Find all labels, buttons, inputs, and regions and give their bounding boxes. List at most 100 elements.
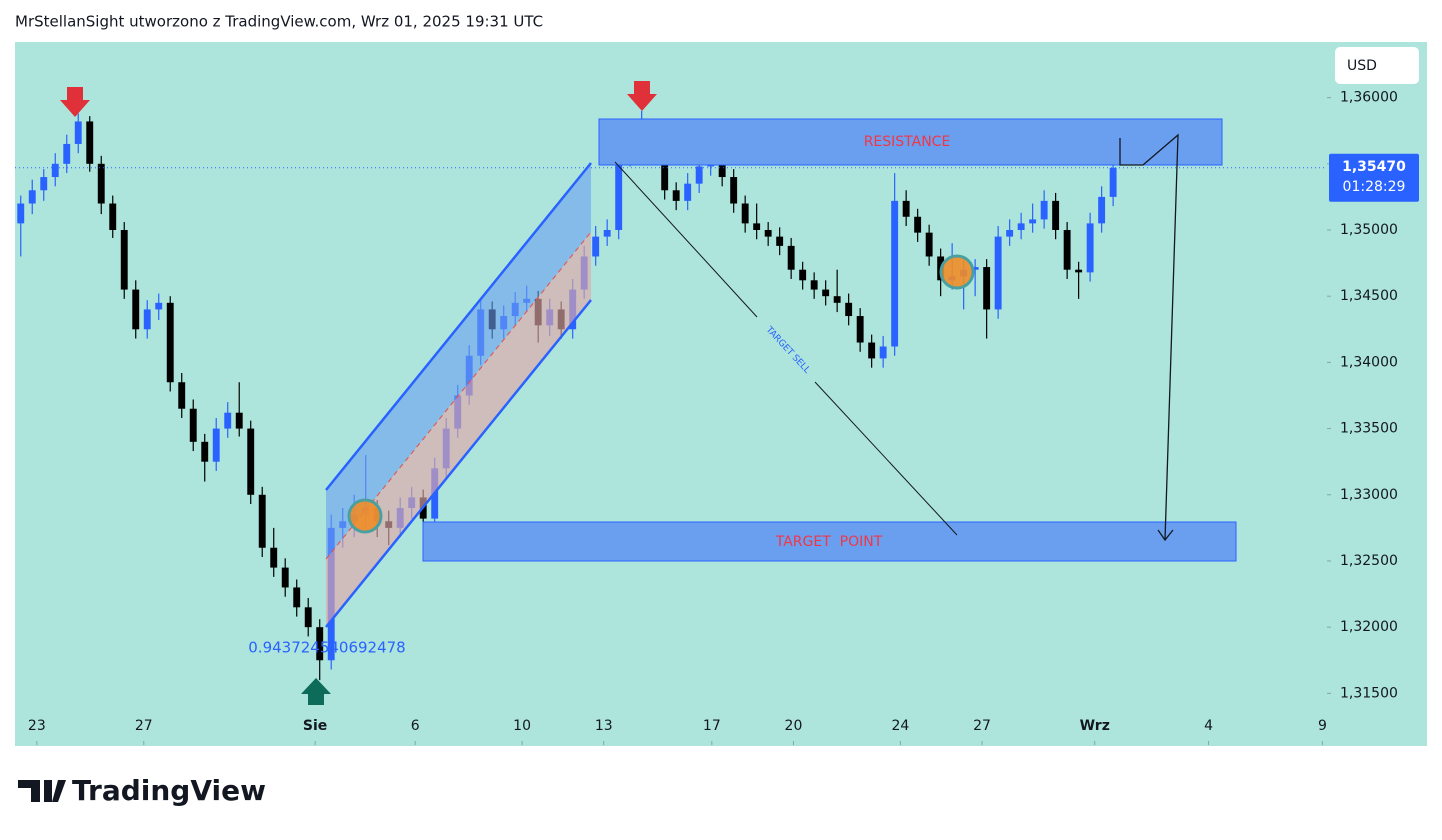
candle-body <box>1086 223 1094 273</box>
logo-text: TradingView <box>72 774 266 807</box>
channel-lower <box>326 232 591 627</box>
channel-upper <box>326 163 591 559</box>
target-zone <box>422 521 1237 562</box>
countdown: 01:28:29 <box>1343 179 1406 195</box>
x-tick-label: 4 <box>1204 718 1213 734</box>
candle-body <box>684 183 692 201</box>
candle-body <box>718 161 726 178</box>
candle-body <box>983 267 991 310</box>
candle-body <box>603 229 611 237</box>
resistance-label: RESISTANCE <box>864 134 951 150</box>
up-arrow <box>301 678 331 705</box>
projection-path <box>1119 133 1179 541</box>
candle-body <box>293 587 301 608</box>
currency-box <box>1335 47 1419 84</box>
candle-body <box>799 269 807 281</box>
x-tick-label: 10 <box>513 718 531 734</box>
x-tick-label: 27 <box>973 718 991 734</box>
marker-circle <box>939 254 975 290</box>
ratio-label: 0.943724540692478 <box>248 639 405 657</box>
candle-body <box>316 627 324 661</box>
candle-body <box>74 121 82 144</box>
candle-body <box>109 203 117 230</box>
candle-body <box>270 547 278 568</box>
candle-body <box>1109 167 1117 197</box>
candle-body <box>856 316 864 343</box>
candle-body <box>695 166 703 184</box>
channel-mid <box>325 231 592 560</box>
target-label: TARGET POINT <box>775 534 883 550</box>
candle-body <box>661 150 669 191</box>
candle-body <box>810 280 818 290</box>
x-tick-label: 23 <box>28 718 46 734</box>
candle-body <box>28 190 36 204</box>
candle-body <box>764 229 772 237</box>
candle-body <box>258 494 266 548</box>
candle-body <box>281 567 289 588</box>
candle-body <box>730 177 738 204</box>
candle-body <box>914 216 922 233</box>
candle-body <box>741 203 749 224</box>
candle-body <box>97 163 105 204</box>
candle-body <box>120 229 128 290</box>
candle-body <box>1040 200 1048 220</box>
last-price-box <box>1329 153 1419 202</box>
candle-body <box>1017 223 1025 230</box>
candle-body <box>1006 229 1014 237</box>
y-tick-label: 1,32000 <box>1340 619 1398 635</box>
candle-body <box>235 412 243 429</box>
marker-circle <box>347 498 383 534</box>
candle-body <box>212 428 220 462</box>
channel-line <box>325 299 592 628</box>
candle-body <box>1098 196 1106 224</box>
x-tick-label: Wrz <box>1080 718 1110 734</box>
target-sell-line <box>614 161 758 318</box>
candle-body <box>971 267 979 270</box>
y-tick-label: 1,33500 <box>1340 421 1398 437</box>
candle-body <box>672 190 680 201</box>
candle-body <box>845 302 853 317</box>
candle-body <box>63 143 71 164</box>
candle-body <box>879 346 887 359</box>
candle-body <box>17 203 25 224</box>
candle-body <box>902 200 910 217</box>
candle-body <box>833 296 841 303</box>
x-tick-label: 20 <box>785 718 803 734</box>
y-tick-label: 1,32500 <box>1340 553 1398 569</box>
candle-body <box>868 342 876 359</box>
candle-body <box>753 223 761 230</box>
candle-body <box>994 236 1002 310</box>
x-tick-label: Sie <box>303 718 327 734</box>
candle-body <box>40 177 48 191</box>
candle-body <box>925 232 933 257</box>
candle-body <box>143 309 151 330</box>
candle-body <box>1075 269 1083 273</box>
candle-body <box>201 441 209 462</box>
logo: TradingView <box>18 774 266 807</box>
candle-body <box>247 428 255 495</box>
down-arrow <box>627 81 657 111</box>
x-tick-label: 9 <box>1318 718 1327 734</box>
y-tick-label: 1,34500 <box>1340 288 1398 304</box>
candle-body <box>224 412 232 429</box>
candle-body <box>166 302 174 383</box>
candle-body <box>1052 200 1060 230</box>
x-tick-label: 24 <box>891 718 909 734</box>
logo-icon <box>18 780 66 802</box>
candle-body <box>787 245 795 270</box>
candle-body <box>776 236 784 246</box>
down-arrow <box>60 87 90 117</box>
y-tick-label: 1,31500 <box>1340 685 1398 701</box>
x-tick-label: 27 <box>135 718 153 734</box>
candle-body <box>592 236 600 257</box>
y-tick-label: 1,34000 <box>1340 354 1398 370</box>
projection-arrow <box>1157 529 1174 542</box>
candle-body <box>1063 229 1071 270</box>
x-tick-label: 6 <box>411 718 420 734</box>
x-tick-label: 13 <box>595 718 613 734</box>
candle-body <box>51 163 59 178</box>
candle-body <box>178 382 186 409</box>
candle-body <box>86 121 94 164</box>
